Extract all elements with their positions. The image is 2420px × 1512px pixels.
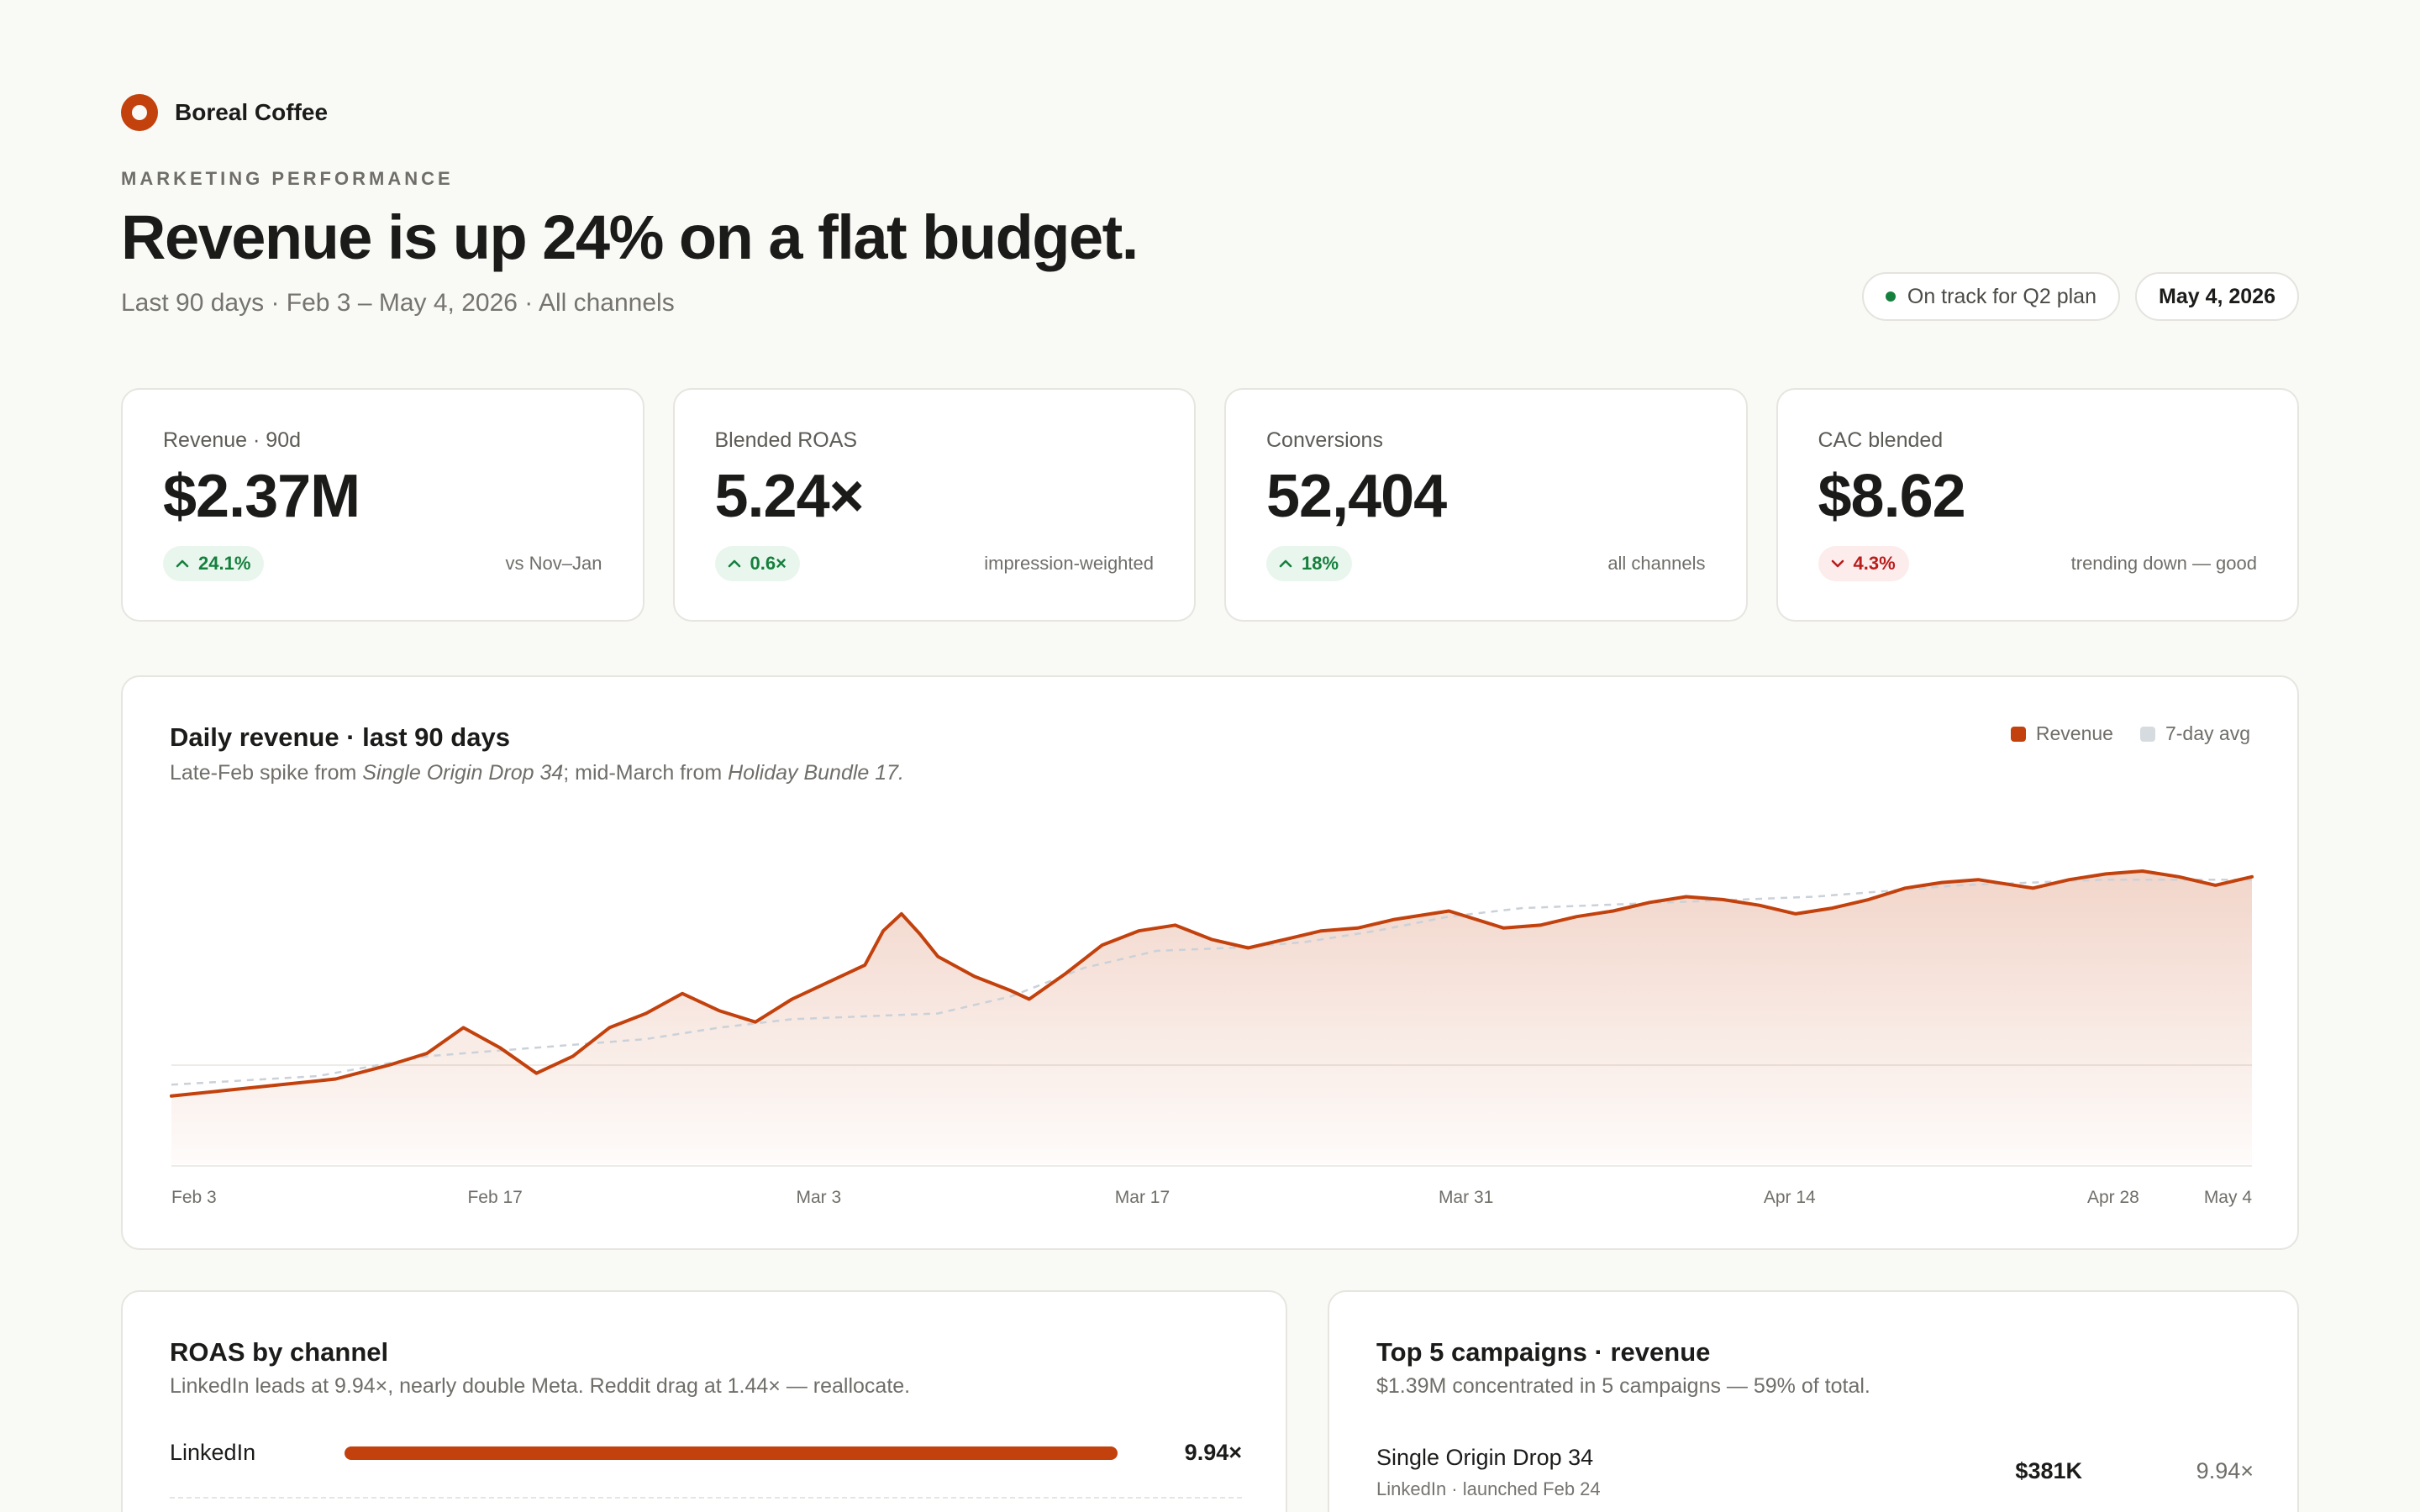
channel-roas-value: 9.94× bbox=[1184, 1440, 1242, 1465]
legend-item-revenue[interactable]: Revenue bbox=[2010, 722, 2113, 745]
header-pills: On track for Q2 plan May 4, 2026 bbox=[1861, 272, 2299, 321]
kpi-label: Blended ROAS bbox=[714, 428, 858, 452]
page-headline: Revenue is up 24% on a flat budget. bbox=[121, 202, 1139, 272]
x-tick-label: Mar 31 bbox=[1439, 1188, 1493, 1207]
x-tick-label: Feb 3 bbox=[171, 1188, 217, 1207]
kpi-label: Conversions bbox=[1266, 428, 1383, 452]
brand-logo-icon bbox=[121, 94, 158, 131]
campaign-meta: LinkedIn · launched Feb 24 bbox=[1376, 1478, 1601, 1499]
chart-subtitle-mid: ; mid-March from bbox=[563, 761, 729, 785]
campaigns-title: Top 5 campaigns · revenue bbox=[1376, 1337, 1711, 1367]
arrow-up-icon bbox=[1279, 559, 1292, 568]
status-pill-label: On track for Q2 plan bbox=[1907, 284, 2096, 308]
kpi-delta-badge: 24.1% bbox=[163, 546, 265, 581]
x-tick-label: Feb 17 bbox=[467, 1188, 522, 1207]
kpi-card-revenue[interactable]: Revenue · 90d $2.37M 24.1% vs Nov–Jan bbox=[121, 388, 644, 622]
channel-name: LinkedIn bbox=[170, 1440, 256, 1465]
x-tick-label: Apr 14 bbox=[1764, 1188, 1816, 1207]
kpi-card-roas[interactable]: Blended ROAS 5.24× 0.6× impression-weigh… bbox=[672, 388, 1196, 622]
chart-legend: Revenue 7-day avg bbox=[2010, 722, 2250, 745]
kpi-value: 5.24× bbox=[714, 463, 865, 530]
campaigns-subtitle: $1.39M concentrated in 5 campaigns — 59%… bbox=[1376, 1374, 1870, 1398]
arrow-up-icon bbox=[176, 559, 189, 568]
date-range-subtitle: Last 90 days · Feb 3 – May 4, 2026 · All… bbox=[121, 289, 675, 317]
campaign-roas: 9.94× bbox=[2196, 1458, 2254, 1483]
legend-item-7-day-avg[interactable]: 7-day avg bbox=[2139, 722, 2250, 745]
kpi-row: Revenue · 90d $2.37M 24.1% vs Nov–Jan Bl… bbox=[121, 388, 2299, 622]
kpi-note: impression-weighted bbox=[984, 553, 1154, 574]
kpi-delta-value: 4.3% bbox=[1853, 553, 1896, 574]
kpi-delta-badge: 18% bbox=[1266, 546, 1353, 581]
kpi-delta-value: 0.6× bbox=[750, 553, 786, 574]
roas-by-channel-card: ROAS by channel LinkedIn leads at 9.94×,… bbox=[121, 1290, 1287, 1512]
arrow-down-icon bbox=[1831, 559, 1844, 568]
date-pill-label: May 4, 2026 bbox=[2159, 284, 2275, 308]
x-tick-label: Mar 17 bbox=[1115, 1188, 1170, 1207]
roas-title: ROAS by channel bbox=[170, 1337, 389, 1367]
kpi-value: $2.37M bbox=[163, 463, 360, 530]
legend-label-revenue: Revenue bbox=[2035, 722, 2113, 744]
brand: Boreal Coffee bbox=[121, 94, 328, 131]
chart-subtitle: Late-Feb spike from Single Origin Drop 3… bbox=[170, 761, 904, 785]
kpi-delta-badge: 0.6× bbox=[714, 546, 800, 581]
kpi-delta-value: 18% bbox=[1302, 553, 1339, 574]
chart-subtitle-prefix: Late-Feb spike from bbox=[170, 761, 363, 785]
campaign-revenue: $381K bbox=[2015, 1458, 2082, 1483]
campaign-row[interactable]: Single Origin Drop 34 LinkedIn · launche… bbox=[1376, 1445, 2254, 1512]
daily-revenue-card: Feb 3 Feb 17 Mar 3 Mar 17 Mar 31 Apr 14 Apr 28… bbox=[121, 675, 2299, 1250]
series-line-7-day-avg bbox=[171, 878, 2252, 1086]
chart-subtitle-campaign-1: Single Origin Drop 34 bbox=[362, 761, 564, 785]
kpi-note: vs Nov–Jan bbox=[505, 553, 602, 574]
chart-title: Daily revenue · last 90 days bbox=[170, 722, 510, 752]
x-tick-label: May 4 bbox=[2204, 1188, 2253, 1207]
roas-row-linkedin[interactable]: LinkedIn 9.94× bbox=[170, 1440, 1242, 1499]
kpi-label: CAC blended bbox=[1818, 428, 1944, 452]
status-pill[interactable]: On track for Q2 plan bbox=[1861, 272, 2120, 321]
campaign-name: Single Origin Drop 34 bbox=[1376, 1445, 1594, 1470]
revenue-line-chart[interactable]: Feb 3 Feb 17 Mar 3 Mar 17 Mar 31 Apr 14 Apr 28… bbox=[123, 677, 2301, 1252]
status-dot-icon bbox=[1885, 291, 1896, 302]
kpi-delta-value: 24.1% bbox=[198, 553, 251, 574]
roas-bar bbox=[345, 1446, 1118, 1460]
roas-subtitle: LinkedIn leads at 9.94×, nearly double M… bbox=[170, 1374, 911, 1398]
kpi-card-conversions[interactable]: Conversions 52,404 18% all channels bbox=[1224, 388, 1748, 622]
kpi-value: $8.62 bbox=[1818, 463, 1966, 530]
roas-bar-track bbox=[345, 1446, 1118, 1460]
kpi-note: trending down — good bbox=[2070, 553, 2257, 574]
brand-name: Boreal Coffee bbox=[175, 99, 329, 125]
x-tick-label: Mar 3 bbox=[796, 1188, 841, 1207]
x-tick-label: Apr 28 bbox=[2087, 1188, 2139, 1207]
kpi-note: all channels bbox=[1607, 553, 1706, 574]
kpi-card-cac[interactable]: CAC blended $8.62 4.3% trending down — g… bbox=[1776, 388, 2299, 622]
series-line-revenue bbox=[170, 869, 2254, 1098]
legend-label-7-day-avg: 7-day avg bbox=[2165, 722, 2250, 744]
revenue-area bbox=[171, 871, 2252, 1164]
arrow-up-icon bbox=[728, 559, 740, 568]
section-eyebrow: MARKETING PERFORMANCE bbox=[121, 168, 454, 189]
kpi-label: Revenue · 90d bbox=[163, 428, 302, 452]
legend-swatch-7-day-avg bbox=[2139, 726, 2155, 742]
chart-subtitle-campaign-2: Holiday Bundle 17. bbox=[728, 761, 905, 785]
date-pill[interactable]: May 4, 2026 bbox=[2135, 272, 2299, 321]
kpi-value: 52,404 bbox=[1266, 463, 1447, 530]
legend-swatch-revenue bbox=[2010, 726, 2026, 742]
top-campaigns-card: Top 5 campaigns · revenue $1.39M concent… bbox=[1328, 1290, 2299, 1512]
kpi-delta-badge: 4.3% bbox=[1818, 546, 1909, 581]
